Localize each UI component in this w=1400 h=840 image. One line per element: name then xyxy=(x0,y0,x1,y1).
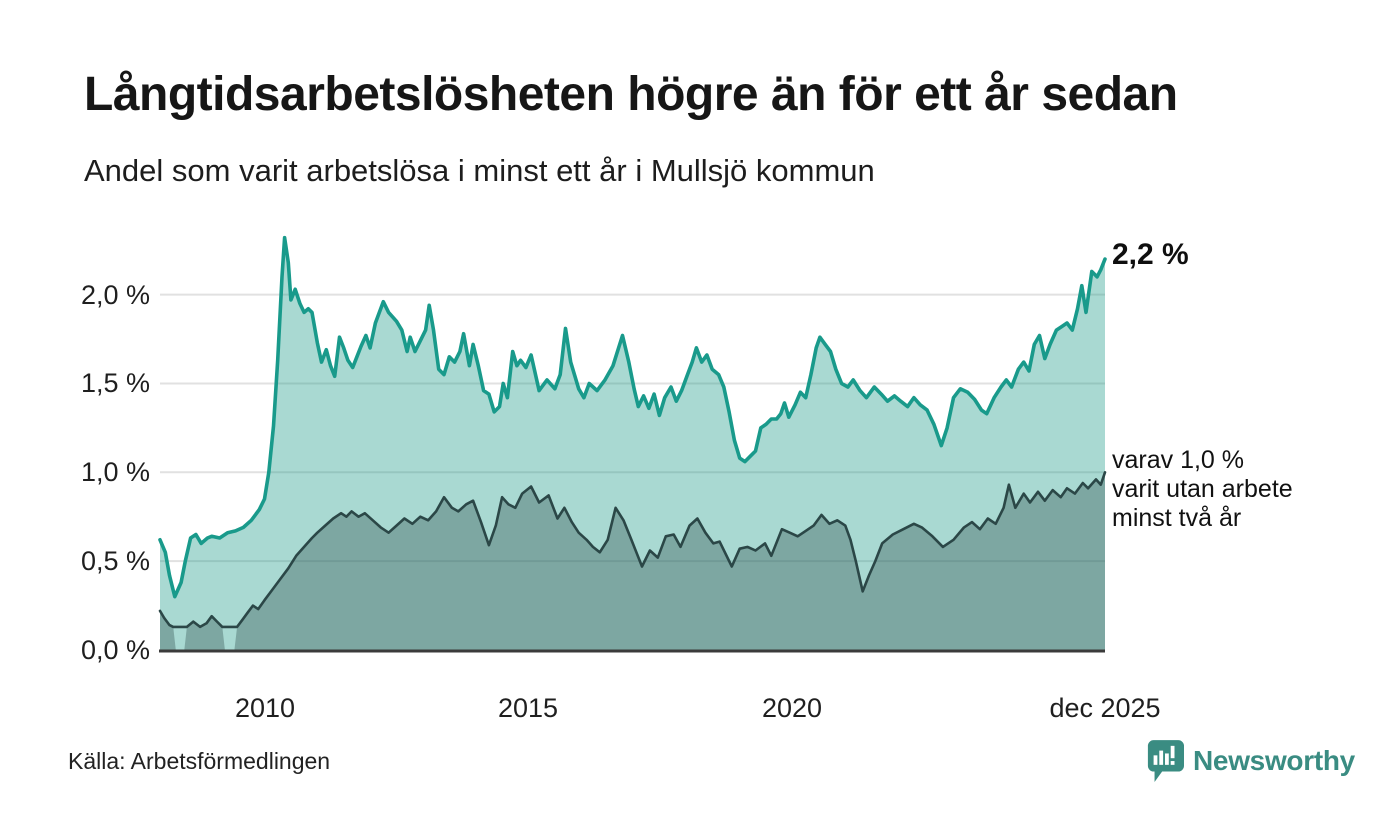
two-year-line xyxy=(158,471,1107,629)
page-title: Långtidsarbetslösheten högre än för ett … xyxy=(84,68,1178,121)
x-axis-tick-label: 2010 xyxy=(234,693,296,723)
y-axis-tick-label: 1,0 % xyxy=(80,457,150,487)
newsworthy-logo-text: Newsworthy xyxy=(1193,745,1355,776)
y-axis-tick-label: 2,0 % xyxy=(80,280,150,310)
two-year-annotation-line2: varit utan arbete xyxy=(1112,475,1293,503)
two-year-area-fill xyxy=(160,472,1105,650)
x-axis-tick-label: 2015 xyxy=(497,693,559,723)
y-axis-tick-label: 0,5 % xyxy=(80,546,150,576)
newsworthy-logo-icon xyxy=(1147,740,1184,782)
two-year-annotation-line3: minst två år xyxy=(1112,504,1242,532)
newsworthy-logo: Newsworthy xyxy=(1146,739,1355,785)
total-line xyxy=(158,235,1107,599)
two-year-annotation-line1: varav 1,0 % xyxy=(1112,446,1245,474)
total-area-fill xyxy=(160,237,1105,650)
source-attribution: Källa: Arbetsförmedlingen xyxy=(68,748,331,774)
y-axis-tick-label: 1,5 % xyxy=(80,368,150,398)
two-year-annotation: varav 1,0 % varit utan arbete minst två … xyxy=(1112,446,1293,533)
page-subtitle: Andel som varit arbetslösa i minst ett å… xyxy=(84,153,875,188)
x-axis-tick-label: 2020 xyxy=(761,693,823,723)
x-axis-tick-label: dec 2025 xyxy=(1049,693,1161,723)
latest-value-label: 2,2 % xyxy=(1112,238,1189,271)
y-axis-tick-label: 0,0 % xyxy=(80,635,150,665)
